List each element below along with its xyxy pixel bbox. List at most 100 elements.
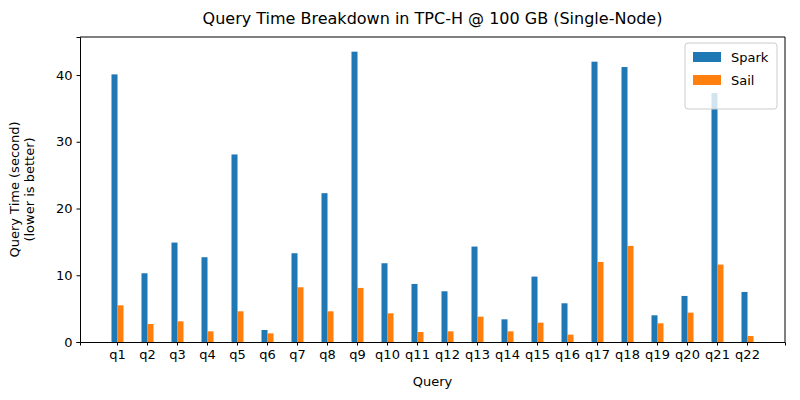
x-tick-label: q12	[435, 347, 460, 362]
x-tick: q16	[555, 342, 580, 362]
title: Query Time Breakdown in TPC-H @ 100 GB (…	[203, 9, 663, 28]
bar	[118, 305, 124, 342]
x-tick-mark	[207, 342, 208, 346]
bar	[562, 303, 568, 342]
x-tick-label: q5	[229, 347, 246, 362]
y-axis: 0 10 20 30 40	[56, 38, 81, 350]
x-tick: q11	[405, 342, 430, 362]
x-tick-mark	[507, 342, 508, 346]
x-tick-label: q15	[525, 347, 550, 362]
bar	[682, 296, 688, 342]
x-tick: q4	[199, 342, 216, 362]
x-tick: q17	[585, 342, 610, 362]
x-tick-mark	[477, 342, 478, 346]
x-tick-label: q14	[495, 347, 520, 362]
y-tick-label: 20	[56, 201, 73, 216]
x-tick-label: q7	[289, 347, 306, 362]
x-tick-label: q22	[735, 347, 760, 362]
bar	[262, 330, 268, 342]
x-axis-title: Query	[413, 374, 453, 389]
y-tick: 20	[56, 201, 80, 216]
x-tick: q21	[705, 342, 730, 362]
bar	[232, 154, 238, 342]
x-tick: q22	[735, 342, 760, 362]
x-tick-label: q20	[675, 347, 700, 362]
plot-frame	[80, 37, 785, 342]
bar	[448, 331, 454, 342]
bar	[412, 284, 418, 342]
y-tick: 10	[56, 268, 80, 283]
x-tick-mark	[657, 342, 658, 346]
bar	[418, 332, 424, 342]
bar	[298, 287, 304, 342]
x-tick-mark	[357, 342, 358, 346]
bar-series	[118, 246, 754, 342]
x-tick-mark	[567, 342, 568, 346]
x-tick-mark	[297, 342, 298, 346]
x-tick-mark	[117, 342, 118, 346]
bars	[112, 52, 754, 342]
bar	[478, 317, 484, 342]
bar	[172, 243, 178, 342]
x-tick-label: q9	[349, 347, 366, 362]
y-tick-label: 10	[56, 268, 73, 283]
bar-series	[112, 52, 748, 342]
y-tick-mark	[77, 142, 81, 143]
x-tick: q13	[465, 342, 490, 362]
x-tick-mark	[327, 342, 328, 346]
bar	[748, 336, 754, 342]
bar	[442, 291, 448, 342]
bar	[502, 319, 508, 342]
x-tick: q3	[169, 342, 186, 362]
x-tick: q1	[109, 342, 126, 362]
bar	[592, 62, 598, 342]
bar	[508, 331, 514, 342]
bar	[688, 313, 694, 342]
x-tick: q8	[319, 342, 336, 362]
x-tick: q19	[645, 342, 670, 362]
axis-line	[81, 343, 786, 346]
x-tick-label: q8	[319, 347, 336, 362]
bar	[292, 253, 298, 342]
x-tick: q7	[289, 342, 306, 362]
y-tick: 30	[56, 134, 80, 149]
x-tick-mark	[747, 342, 748, 346]
x-tick-mark	[687, 342, 688, 346]
bar	[382, 263, 388, 342]
x-tick: q12	[435, 342, 460, 362]
legend-label: Sail	[731, 73, 754, 88]
bar	[742, 292, 748, 342]
bar	[322, 193, 328, 342]
bar	[598, 262, 604, 342]
x-tick-label: q6	[259, 347, 276, 362]
bar	[328, 311, 334, 342]
x-tick-label: q19	[645, 347, 670, 362]
x-tick-mark	[147, 342, 148, 346]
x-tick-mark	[417, 342, 418, 346]
bar	[658, 323, 664, 342]
x-tick: q2	[139, 342, 156, 362]
bar	[622, 67, 628, 342]
x-tick-mark	[627, 342, 628, 346]
x-tick-mark	[387, 342, 388, 346]
y-tick-label: 40	[56, 68, 73, 83]
bar	[352, 52, 358, 342]
x-tick: q5	[229, 342, 246, 362]
bar	[532, 277, 538, 342]
x-tick-mark	[267, 342, 268, 346]
bar	[238, 311, 244, 342]
x-tick-mark	[177, 342, 178, 346]
x-tick: q6	[259, 342, 276, 362]
x-tick-label: q4	[199, 347, 216, 362]
y-tick: 0	[64, 335, 80, 350]
x-tick-mark	[717, 342, 718, 346]
bar	[472, 247, 478, 342]
bar	[178, 321, 184, 342]
x-tick-label: q11	[405, 347, 430, 362]
legend: SparkSail	[685, 43, 777, 109]
bar	[112, 74, 118, 342]
bar	[652, 315, 658, 342]
y-tick-label: 30	[56, 134, 73, 149]
bar	[718, 265, 724, 342]
bar	[148, 324, 154, 342]
